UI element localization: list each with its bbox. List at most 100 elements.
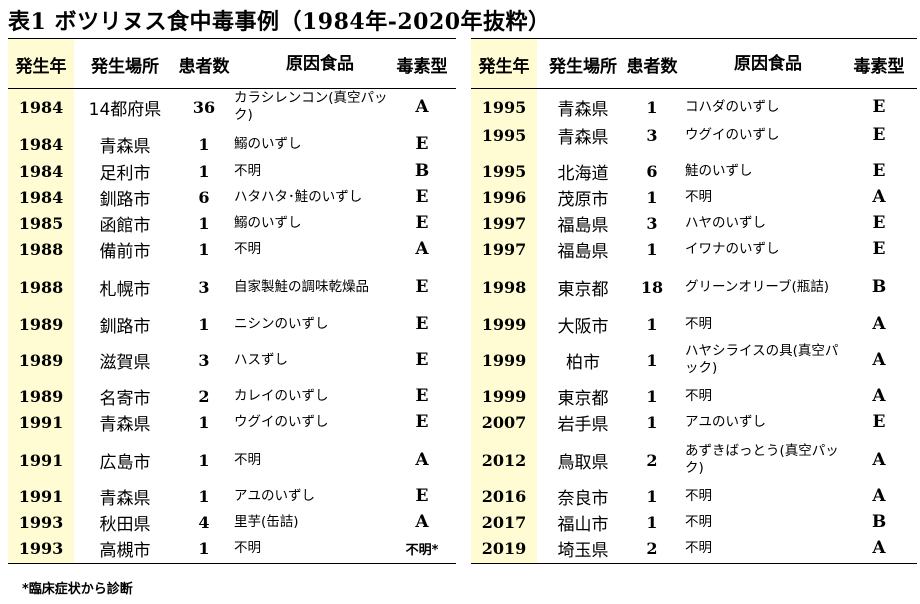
cell-patients: 2 [646, 450, 658, 470]
cell-food: 鮭のいずし [685, 162, 753, 179]
cell-year: 1995 [481, 161, 527, 181]
cell-patients: 3 [646, 125, 658, 145]
cell-patients: 1 [646, 239, 658, 259]
cell-patients: 1 [646, 512, 658, 532]
cell-place: 東京都 [557, 279, 609, 300]
cell-toxin-type: E [415, 134, 429, 154]
cell-place: 福島県 [557, 215, 609, 236]
cell-year: 1985 [18, 213, 64, 233]
cell-place: 備前市 [99, 241, 151, 262]
cell-toxin-type: E [415, 412, 429, 432]
cell-year: 1988 [18, 277, 64, 297]
cell-place: 青森県 [99, 414, 151, 435]
cell-place: 名寄市 [99, 388, 151, 409]
cell-patients: 1 [198, 450, 210, 470]
cell-year: 1999 [481, 386, 527, 406]
cell-food: 不明 [234, 240, 261, 257]
cell-place: 釧路市 [99, 316, 151, 337]
cell-patients: 1 [198, 134, 210, 154]
cell-place: 岩手県 [557, 414, 609, 435]
cell-patients: 1 [198, 239, 210, 259]
cell-place: 鳥取県 [557, 452, 609, 473]
header-year: 発生年 [15, 56, 67, 77]
cell-place: 福島県 [557, 241, 609, 262]
cell-patients: 1 [198, 412, 210, 432]
cell-toxin-type: A [872, 386, 886, 406]
cell-year: 1993 [18, 512, 64, 532]
cell-toxin-type: 不明* [405, 542, 439, 558]
cell-patients: 3 [198, 350, 210, 370]
cell-toxin-type: A [415, 239, 429, 259]
cell-food: 不明 [234, 451, 261, 468]
cell-patients: 4 [198, 512, 210, 532]
cell-patients: 2 [198, 386, 210, 406]
cell-toxin-type: E [872, 239, 886, 259]
header-place: 発生場所 [91, 56, 159, 77]
cell-toxin-type: A [872, 538, 886, 558]
cell-food: ハスずし [234, 351, 288, 368]
cell-patients: 6 [646, 161, 658, 181]
header-toxin-type: 毒素型 [396, 56, 448, 77]
cell-place: 青森県 [557, 127, 609, 148]
cell-place: 福山市 [557, 514, 609, 535]
cell-food: ハヤのいずし [685, 214, 766, 231]
cell-food: 鰯のいずし [234, 135, 302, 152]
cell-toxin-type: E [415, 213, 429, 233]
cell-year: 1989 [18, 386, 64, 406]
cell-place: 秋田県 [99, 514, 151, 535]
cell-year: 1999 [481, 314, 527, 334]
table-header: 発生年 発生場所 患者数 原因食品 毒素型 [471, 39, 917, 89]
cell-food: 不明 [685, 513, 712, 530]
cell-place: 釧路市 [99, 189, 151, 210]
cell-toxin-type: E [415, 277, 429, 297]
cell-food: 不明 [685, 487, 712, 504]
cell-toxin-type: E [415, 187, 429, 207]
cell-patients: 1 [198, 538, 210, 558]
cell-toxin-type: A [415, 512, 429, 532]
cell-food: カレイのいずし [234, 387, 329, 404]
cell-food: コハダのいずし [685, 98, 780, 115]
cell-year: 1984 [18, 187, 64, 207]
cell-patients: 1 [646, 386, 658, 406]
cell-toxin-type: B [871, 512, 887, 532]
cell-place: 函館市 [99, 215, 151, 236]
cell-toxin-type: E [872, 125, 886, 145]
cell-toxin-type: E [415, 386, 429, 406]
cell-year: 1999 [481, 350, 527, 370]
cell-toxin-type: E [415, 486, 429, 506]
year-column-highlight [8, 39, 74, 563]
cell-place: 青森県 [99, 136, 151, 157]
cell-food: 不明 [685, 315, 712, 332]
cell-year: 1984 [18, 97, 64, 117]
cell-food: アユのいずし [234, 487, 315, 504]
cell-toxin-type: E [872, 412, 886, 432]
cell-food: 自家製鮭の調味乾燥品 [234, 278, 369, 295]
cell-year: 1993 [18, 538, 64, 558]
cell-year: 2017 [481, 512, 527, 532]
cell-place: 足利市 [99, 163, 151, 184]
cell-patients: 3 [646, 213, 658, 233]
cell-place: 札幌市 [99, 279, 151, 300]
cell-toxin-type: B [871, 277, 887, 297]
header-year: 発生年 [478, 56, 530, 77]
cell-year: 1991 [18, 450, 64, 470]
cell-toxin-type: B [414, 161, 430, 181]
cases-table-left: 発生年 発生場所 患者数 原因食品 毒素型 1984 14都府県 36 カラシレンコン… [8, 38, 456, 564]
cell-place: 滋賀県 [99, 352, 151, 373]
cell-food: 不明 [685, 387, 712, 404]
cell-place: 奈良市 [557, 488, 609, 509]
cell-year: 1984 [18, 161, 64, 181]
cell-food: 不明 [685, 539, 712, 556]
cell-food: 不明 [685, 188, 712, 205]
cell-toxin-type: E [415, 350, 429, 370]
cell-patients: 18 [640, 277, 664, 297]
cell-patients: 1 [646, 350, 658, 370]
cell-year: 1991 [18, 486, 64, 506]
cell-year: 1998 [481, 277, 527, 297]
cell-food: 不明 [234, 162, 261, 179]
cell-year: 2012 [481, 450, 527, 470]
cell-patients: 1 [198, 486, 210, 506]
header-food: 原因食品 [286, 53, 354, 74]
cell-place: 北海道 [557, 163, 609, 184]
cell-toxin-type: E [872, 97, 886, 117]
